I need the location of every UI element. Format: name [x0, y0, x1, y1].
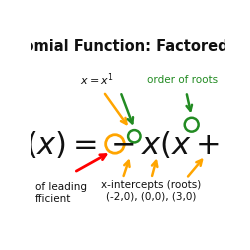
Text: $(x) = -x(x+2)^3(x-$: $(x) = -x(x+2)^3(x-$	[25, 126, 250, 162]
Text: x-intercepts (roots)
(-2,0), (0,0), (3,0): x-intercepts (roots) (-2,0), (0,0), (3,0…	[101, 180, 202, 202]
Text: $x = x^1$: $x = x^1$	[80, 72, 114, 88]
Text: nomial Function: Factored F: nomial Function: Factored F	[13, 40, 243, 54]
Text: order of roots: order of roots	[147, 75, 218, 85]
Text: of leading
fficient: of leading fficient	[35, 182, 87, 204]
